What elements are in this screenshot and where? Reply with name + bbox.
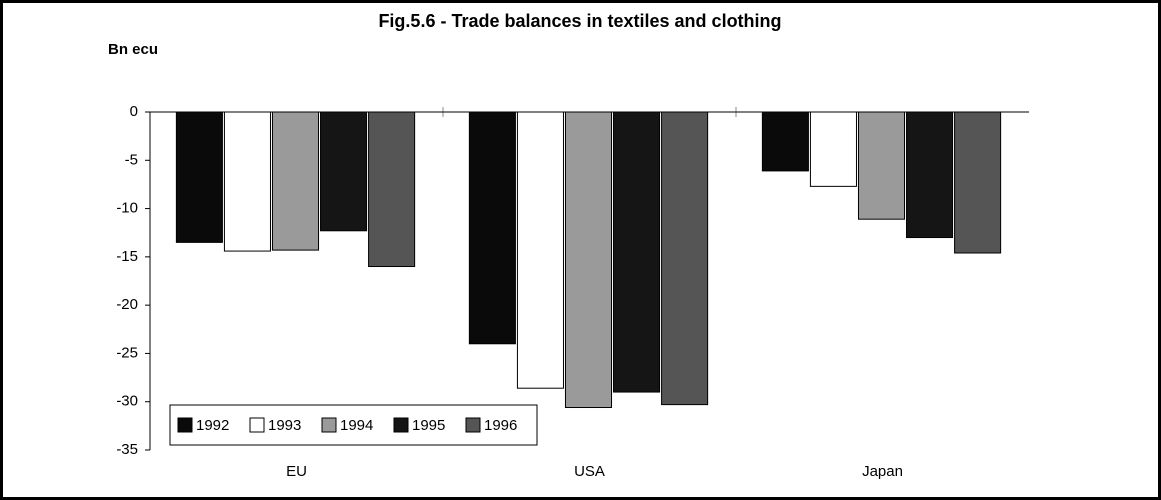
y-tick-label: 0: [130, 103, 138, 120]
bar: [223, 111, 271, 252]
y-tick-label: -15: [116, 248, 138, 265]
x-tick-label: Japan: [862, 463, 903, 480]
bar: [516, 111, 564, 389]
legend-label: 1995: [412, 417, 445, 434]
legend-label: 1996: [484, 417, 517, 434]
bar: [809, 111, 857, 187]
y-tick-label: -10: [116, 200, 138, 217]
legend-swatch: [393, 417, 409, 433]
y-tick-label: -25: [116, 344, 138, 361]
y-axis-title: Bn ecu: [108, 41, 158, 58]
bar: [320, 111, 368, 232]
y-tick-label: -5: [125, 151, 138, 168]
bar: [906, 111, 954, 239]
bar: [368, 111, 416, 268]
bar: [857, 111, 906, 220]
bar: [564, 111, 613, 409]
bar: [175, 111, 223, 243]
x-tick-label: USA: [574, 463, 605, 480]
legend-swatch: [321, 417, 337, 433]
bar: [761, 111, 809, 172]
bar: [613, 111, 661, 393]
y-tick-label: -30: [116, 393, 138, 410]
legend-label: 1992: [196, 417, 229, 434]
legend-label: 1994: [340, 417, 373, 434]
y-tick-label: -20: [116, 296, 138, 313]
bar: [271, 111, 320, 251]
y-tick-label: -35: [116, 441, 138, 458]
x-tick-label: EU: [286, 463, 307, 480]
legend-swatch: [465, 417, 481, 433]
legend-swatch: [177, 417, 193, 433]
legend-swatch: [249, 417, 265, 433]
bar: [954, 111, 1002, 254]
bar: [661, 111, 709, 406]
chart-title: Fig.5.6 - Trade balances in textiles and…: [378, 11, 781, 31]
legend-label: 1993: [268, 417, 301, 434]
bar: [468, 111, 516, 345]
